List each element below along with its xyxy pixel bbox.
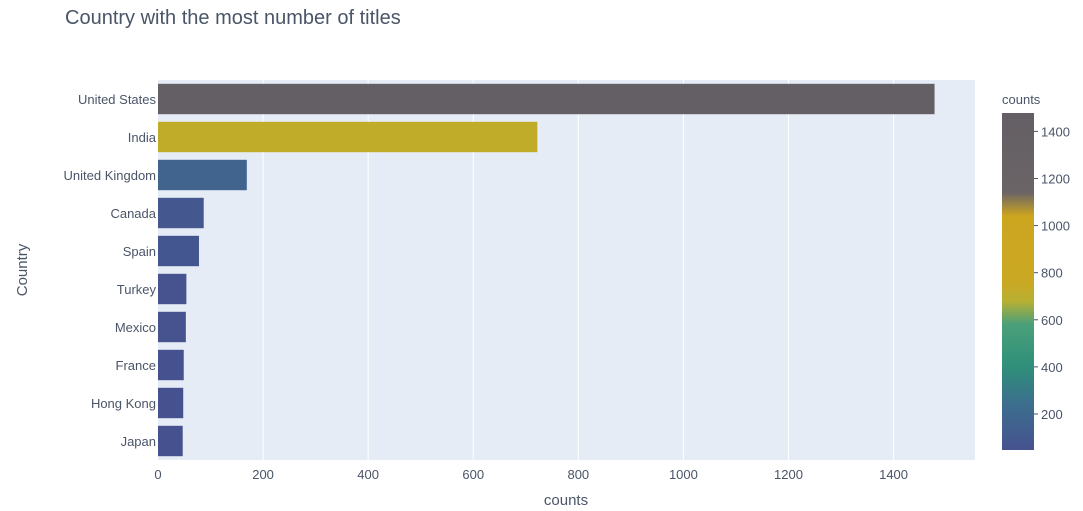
bar xyxy=(158,83,935,115)
colorbar-tick-label: 1000 xyxy=(1041,219,1070,234)
bar xyxy=(158,349,184,381)
y-tick-label: India xyxy=(128,130,157,145)
x-tick-label: 600 xyxy=(462,467,484,482)
bar xyxy=(158,425,183,457)
y-tick-label: Spain xyxy=(123,244,156,259)
y-tick-labels: United States India United Kingdom Canada Sp… xyxy=(64,92,157,449)
bar xyxy=(158,273,187,305)
y-tick-label: Turkey xyxy=(117,282,157,297)
x-tick-label: 1400 xyxy=(879,467,908,482)
bar xyxy=(158,121,538,153)
chart-title: Country with the most number of titles xyxy=(65,7,401,29)
x-tick-label: 1000 xyxy=(669,467,698,482)
colorbar-title: counts xyxy=(1002,92,1041,107)
y-tick-label: United Kingdom xyxy=(64,168,157,183)
x-tick-label: 200 xyxy=(252,467,274,482)
bars xyxy=(158,83,935,457)
x-tick-label: 400 xyxy=(357,467,379,482)
y-tick-label: United States xyxy=(78,92,157,107)
bar xyxy=(158,311,186,343)
bar xyxy=(158,387,184,419)
colorbar-gradient xyxy=(1002,113,1034,450)
y-tick-label: Japan xyxy=(121,434,156,449)
y-tick-label: Canada xyxy=(110,206,156,221)
x-tick-label: 1200 xyxy=(774,467,803,482)
colorbar-tick-label: 400 xyxy=(1041,360,1063,375)
x-tick-labels: 0 200 400 600 800 1000 1200 1400 xyxy=(154,467,908,482)
colorbar: counts 200 400 600 800 1000 1200 1400 xyxy=(1002,92,1070,450)
y-axis-title: Country xyxy=(14,243,31,296)
colorbar-tick-label: 600 xyxy=(1041,313,1063,328)
y-tick-label: Hong Kong xyxy=(91,396,156,411)
colorbar-tick-label: 1200 xyxy=(1041,171,1070,186)
bar xyxy=(158,235,199,267)
colorbar-tick-labels: 200 400 600 800 1000 1200 1400 xyxy=(1034,124,1070,422)
bar xyxy=(158,159,247,191)
x-tick-label: 800 xyxy=(567,467,589,482)
bar xyxy=(158,197,204,229)
colorbar-tick-label: 1400 xyxy=(1041,124,1070,139)
colorbar-tick-label: 800 xyxy=(1041,266,1063,281)
y-tick-label: France xyxy=(116,358,156,373)
x-axis-title: counts xyxy=(544,492,588,509)
y-tick-label: Mexico xyxy=(115,320,156,335)
colorbar-tick-label: 200 xyxy=(1041,407,1063,422)
x-tick-label: 0 xyxy=(154,467,161,482)
